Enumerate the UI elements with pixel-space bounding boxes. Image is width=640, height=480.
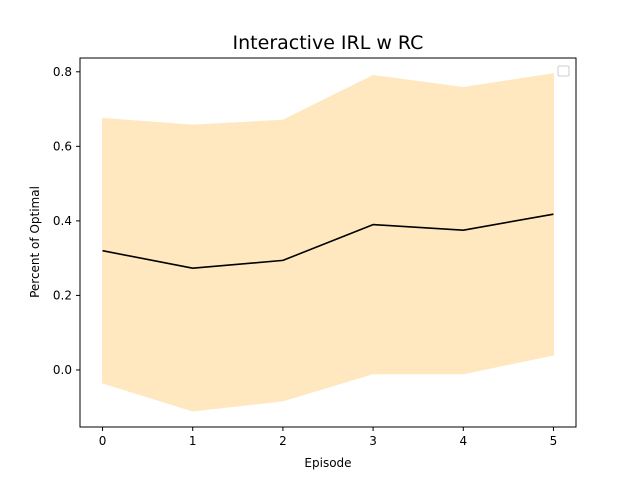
x-tick-label: 3: [369, 434, 377, 448]
x-tick-label: 4: [459, 434, 467, 448]
y-tick-label: 0.8: [53, 65, 72, 79]
y-tick-label: 0.0: [53, 363, 72, 377]
y-axis-label: Percent of Optimal: [28, 186, 42, 298]
series-0-line: [102, 213, 554, 270]
chart-title: Interactive IRL w RC: [233, 32, 424, 54]
axes-frame: [79, 57, 577, 428]
plot-area: [102, 73, 554, 412]
y-tick-label: 0.6: [53, 139, 72, 153]
x-tick-label: 5: [550, 434, 558, 448]
legend-box: [557, 65, 570, 77]
x-tick-label: 0: [99, 434, 107, 448]
x-axis-label: Episode: [304, 456, 351, 470]
x-axis: 0 1 2 3 4 5: [99, 427, 558, 448]
x-tick-label: 1: [189, 434, 197, 448]
x-tick-label: 2: [279, 434, 287, 448]
y-axis: 0.0 0.2 0.4 0.6 0.8: [53, 65, 80, 377]
y-tick-label: 0.4: [53, 214, 72, 228]
y-tick-label: 0.2: [53, 288, 72, 302]
